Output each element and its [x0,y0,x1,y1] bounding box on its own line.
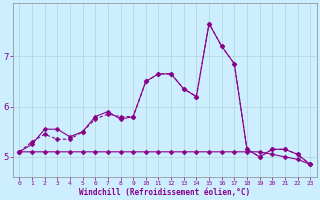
X-axis label: Windchill (Refroidissement éolien,°C): Windchill (Refroidissement éolien,°C) [79,188,250,197]
